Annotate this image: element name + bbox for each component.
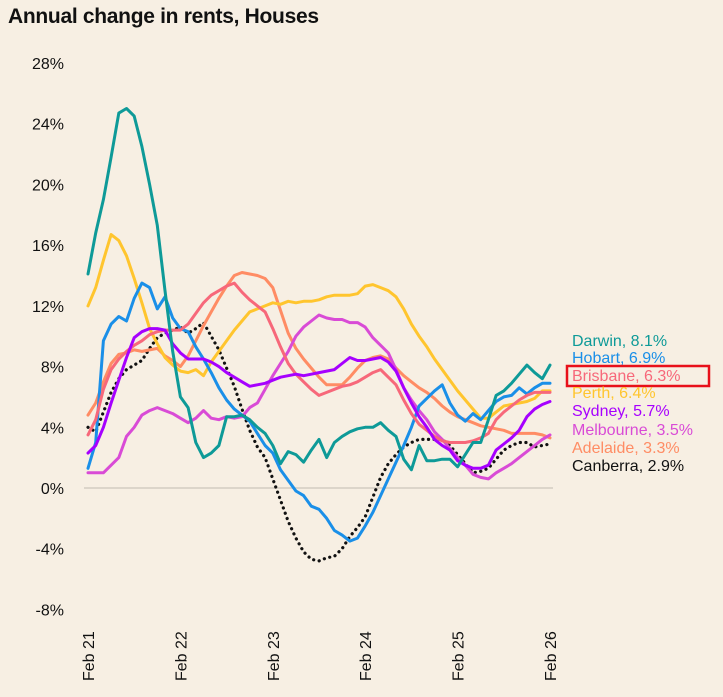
series-label-perth: Perth, 6.4%	[572, 385, 656, 402]
y-tick-label: -4%	[36, 542, 64, 559]
series-label-darwin: Darwin, 8.1%	[572, 333, 667, 350]
series-label-brisbane: Brisbane, 6.3%	[572, 368, 681, 385]
series-label-melbourne: Melbourne, 3.5%	[572, 422, 693, 439]
y-tick-label: -8%	[36, 602, 64, 619]
series-line-hobart	[86, 281, 552, 543]
x-tick-label: Feb 23	[266, 631, 283, 681]
series-label-canberra: Canberra, 2.9%	[572, 458, 684, 475]
series-label-sydney: Sydney, 5.7%	[572, 403, 670, 420]
y-tick-label: 8%	[41, 360, 64, 377]
y-tick-label: 24%	[32, 117, 64, 134]
y-tick-label: 4%	[41, 420, 64, 437]
series-label-adelaide: Adelaide, 3.3%	[572, 440, 680, 457]
series-line-melbourne	[86, 313, 552, 481]
x-tick-label: Feb 25	[451, 631, 468, 681]
chart-title: Annual change in rents, Houses	[8, 5, 319, 28]
y-tick-label: 28%	[32, 56, 64, 73]
series-line-adelaide	[86, 271, 552, 440]
series-line-canberra	[86, 321, 552, 563]
series-line-darwin	[86, 107, 552, 472]
y-tick-label: 0%	[41, 481, 64, 498]
series-line-sydney	[86, 327, 552, 470]
y-tick-label: 20%	[32, 177, 64, 194]
x-tick-label: Feb 24	[358, 631, 375, 681]
x-tick-label: Feb 22	[173, 631, 190, 681]
highlight-box	[565, 364, 711, 388]
series-line-perth	[86, 233, 552, 420]
x-tick-label: Feb 26	[543, 631, 560, 681]
y-tick-label: 12%	[32, 299, 64, 316]
y-tick-label: 16%	[32, 238, 64, 255]
x-tick-label: Feb 21	[81, 631, 98, 681]
series-label-hobart: Hobart, 6.9%	[572, 350, 665, 367]
